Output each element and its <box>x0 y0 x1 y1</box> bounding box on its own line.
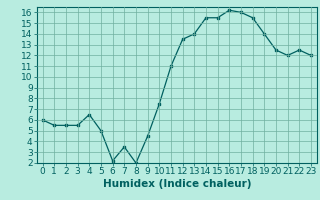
X-axis label: Humidex (Indice chaleur): Humidex (Indice chaleur) <box>102 179 251 189</box>
